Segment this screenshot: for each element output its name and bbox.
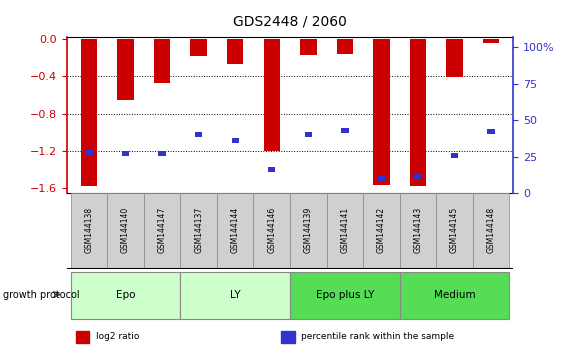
Bar (410, 39, 426, 187)
Text: GSM144140: GSM144140 (121, 206, 130, 253)
Bar (76, 331, 89, 343)
Bar (81, 39, 97, 187)
Bar (85, 150, 93, 155)
Bar (159, 151, 166, 156)
Bar (326, 193, 363, 269)
Bar (341, 128, 349, 133)
Text: GDS2448 / 2060: GDS2448 / 2060 (233, 14, 347, 28)
Bar (195, 132, 202, 137)
Text: GSM144144: GSM144144 (231, 206, 240, 253)
Text: GSM144138: GSM144138 (85, 206, 93, 252)
Bar (281, 331, 294, 343)
Bar (254, 193, 290, 269)
Bar (373, 39, 389, 185)
Bar (300, 39, 317, 55)
Bar (154, 39, 170, 83)
Bar (305, 132, 312, 137)
Text: Epo: Epo (116, 290, 135, 299)
Bar (107, 193, 144, 269)
Text: Medium: Medium (434, 290, 475, 299)
Text: GSM144139: GSM144139 (304, 206, 313, 253)
Bar (290, 272, 400, 319)
Bar (400, 193, 436, 269)
Bar (400, 272, 510, 319)
Text: GSM144146: GSM144146 (267, 206, 276, 253)
Text: percentile rank within the sample: percentile rank within the sample (301, 332, 454, 341)
Text: GSM144145: GSM144145 (450, 206, 459, 253)
Text: GSM144141: GSM144141 (340, 206, 349, 252)
Text: Epo plus LY: Epo plus LY (315, 290, 374, 299)
Bar (231, 138, 239, 143)
Bar (483, 39, 499, 43)
Bar (268, 167, 275, 172)
Bar (436, 193, 473, 269)
Bar (290, 193, 326, 269)
Bar (363, 193, 400, 269)
Bar (447, 39, 463, 77)
Bar (180, 272, 290, 319)
Text: GSM144147: GSM144147 (157, 206, 167, 253)
Bar (122, 151, 129, 156)
Bar (415, 175, 422, 179)
Bar (473, 193, 510, 269)
Text: GSM144148: GSM144148 (487, 206, 496, 252)
Bar (71, 272, 180, 319)
Text: GSM144142: GSM144142 (377, 206, 386, 252)
Bar (180, 193, 217, 269)
Text: log2 ratio: log2 ratio (96, 332, 139, 341)
Bar (217, 193, 254, 269)
Text: LY: LY (230, 290, 241, 299)
Bar (71, 193, 107, 269)
Bar (451, 153, 458, 158)
Bar (336, 39, 353, 54)
Text: GSM144137: GSM144137 (194, 206, 203, 253)
Bar (264, 39, 280, 151)
Bar (227, 39, 244, 64)
Bar (191, 39, 207, 56)
Bar (487, 129, 495, 134)
Text: growth protocol: growth protocol (3, 290, 79, 299)
Bar (144, 193, 180, 269)
Bar (378, 176, 385, 181)
Text: GSM144143: GSM144143 (413, 206, 423, 253)
Bar (117, 39, 134, 100)
